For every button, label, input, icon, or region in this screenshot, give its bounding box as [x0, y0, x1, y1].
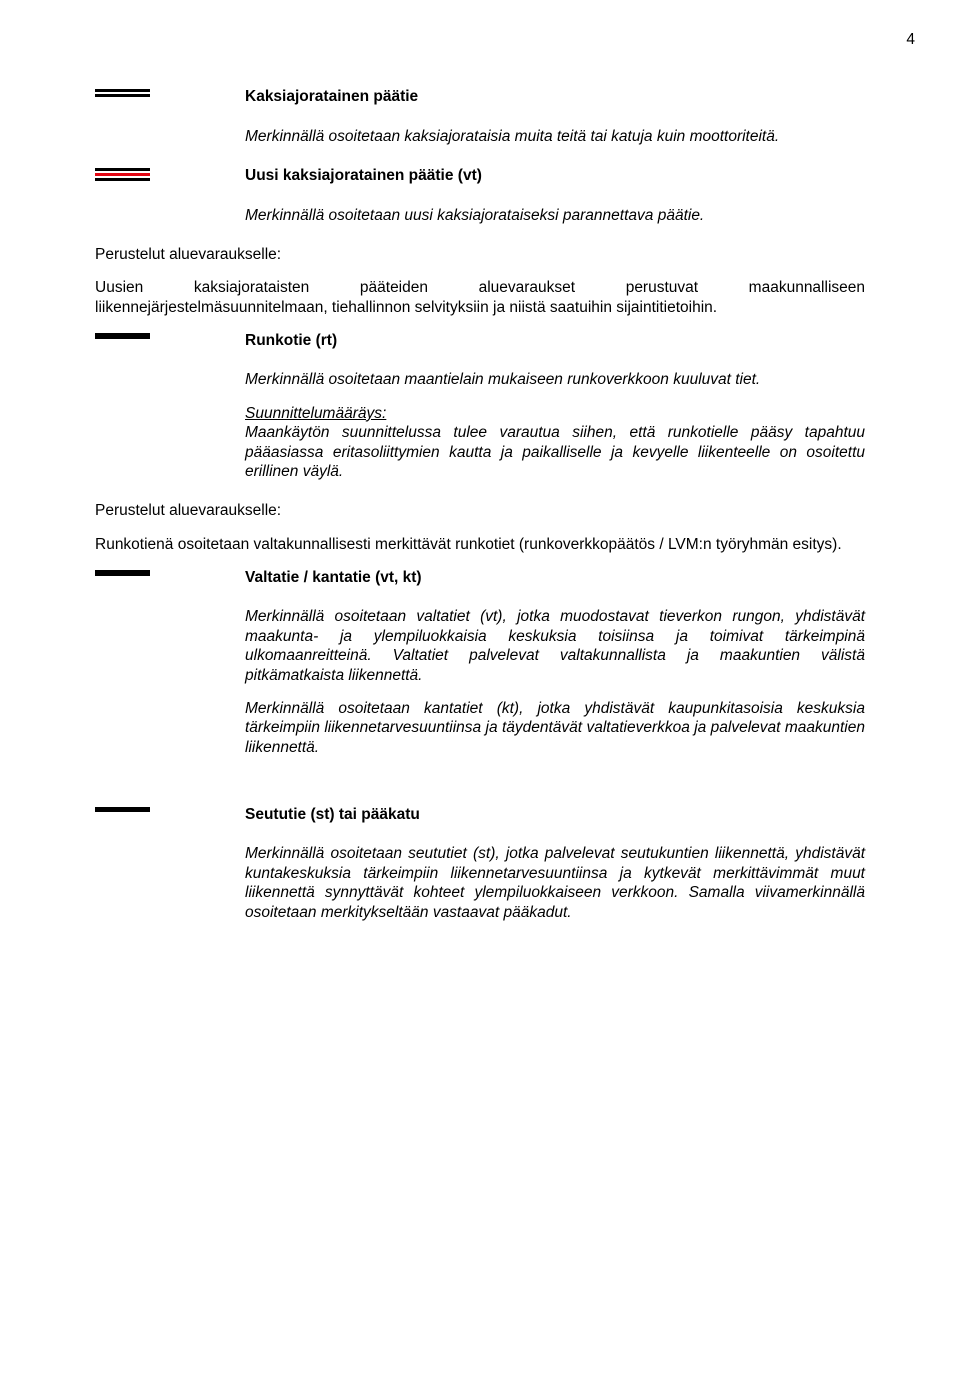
suunnittelumaarays: Suunnittelumääräys: Maankäytön suunnitte… [245, 404, 865, 482]
symbol-uusi-kaksiajoratainen [95, 166, 245, 181]
maarays-label: Suunnittelumääräys: [245, 405, 386, 422]
perustelut-text: Runkotienä osoitetaan valtakunnallisesti… [95, 535, 865, 554]
section-title: Seututie (st) tai pääkatu [245, 805, 865, 824]
section-description: Merkinnällä osoitetaan maantielain mukai… [245, 370, 865, 389]
section-title: Kaksiajoratainen päätie [245, 87, 865, 106]
symbol-runkotie [95, 331, 245, 339]
section-title: Valtatie / kantatie (vt, kt) [245, 568, 865, 587]
page-number: 4 [95, 30, 915, 49]
section-runkotie: Runkotie (rt) Merkinnällä osoitetaan maa… [95, 331, 865, 481]
section-kaksiajoratainen: Kaksiajoratainen päätie Merkinnällä osoi… [95, 87, 865, 146]
section-valtatie: Valtatie / kantatie (vt, kt) Merkinnällä… [95, 568, 865, 757]
section-description: Merkinnällä osoitetaan valtatiet (vt), j… [245, 607, 865, 685]
section-uusi-kaksiajoratainen: Uusi kaksiajoratainen päätie (vt) Merkin… [95, 166, 865, 225]
section-description: Merkinnällä osoitetaan kaksiajorataisia … [245, 127, 865, 146]
perustelut-text: Uusien kaksiajorataisten pääteiden aluev… [95, 278, 865, 317]
maarays-text: Maankäytön suunnittelussa tulee varautua… [245, 424, 865, 480]
perustelut-label: Perustelut aluevaraukselle: [95, 245, 865, 264]
section-title: Uusi kaksiajoratainen päätie (vt) [245, 166, 865, 185]
symbol-kaksiajoratainen [95, 87, 245, 97]
symbol-seututie [95, 805, 245, 812]
symbol-valtatie [95, 568, 245, 576]
section-seututie: Seututie (st) tai pääkatu Merkinnällä os… [95, 805, 865, 922]
symbol-line [95, 94, 150, 97]
symbol-line [95, 807, 150, 812]
perustelut-label: Perustelut aluevaraukselle: [95, 501, 865, 520]
symbol-line [95, 570, 150, 576]
section-description: Merkinnällä osoitetaan uusi kaksiajorata… [245, 206, 865, 225]
section-description: Merkinnällä osoitetaan seututiet (st), j… [245, 844, 865, 922]
section-description: Merkinnällä osoitetaan kantatiet (kt), j… [245, 699, 865, 757]
symbol-line [95, 178, 150, 181]
section-title: Runkotie (rt) [245, 331, 865, 350]
symbol-line [95, 333, 150, 339]
